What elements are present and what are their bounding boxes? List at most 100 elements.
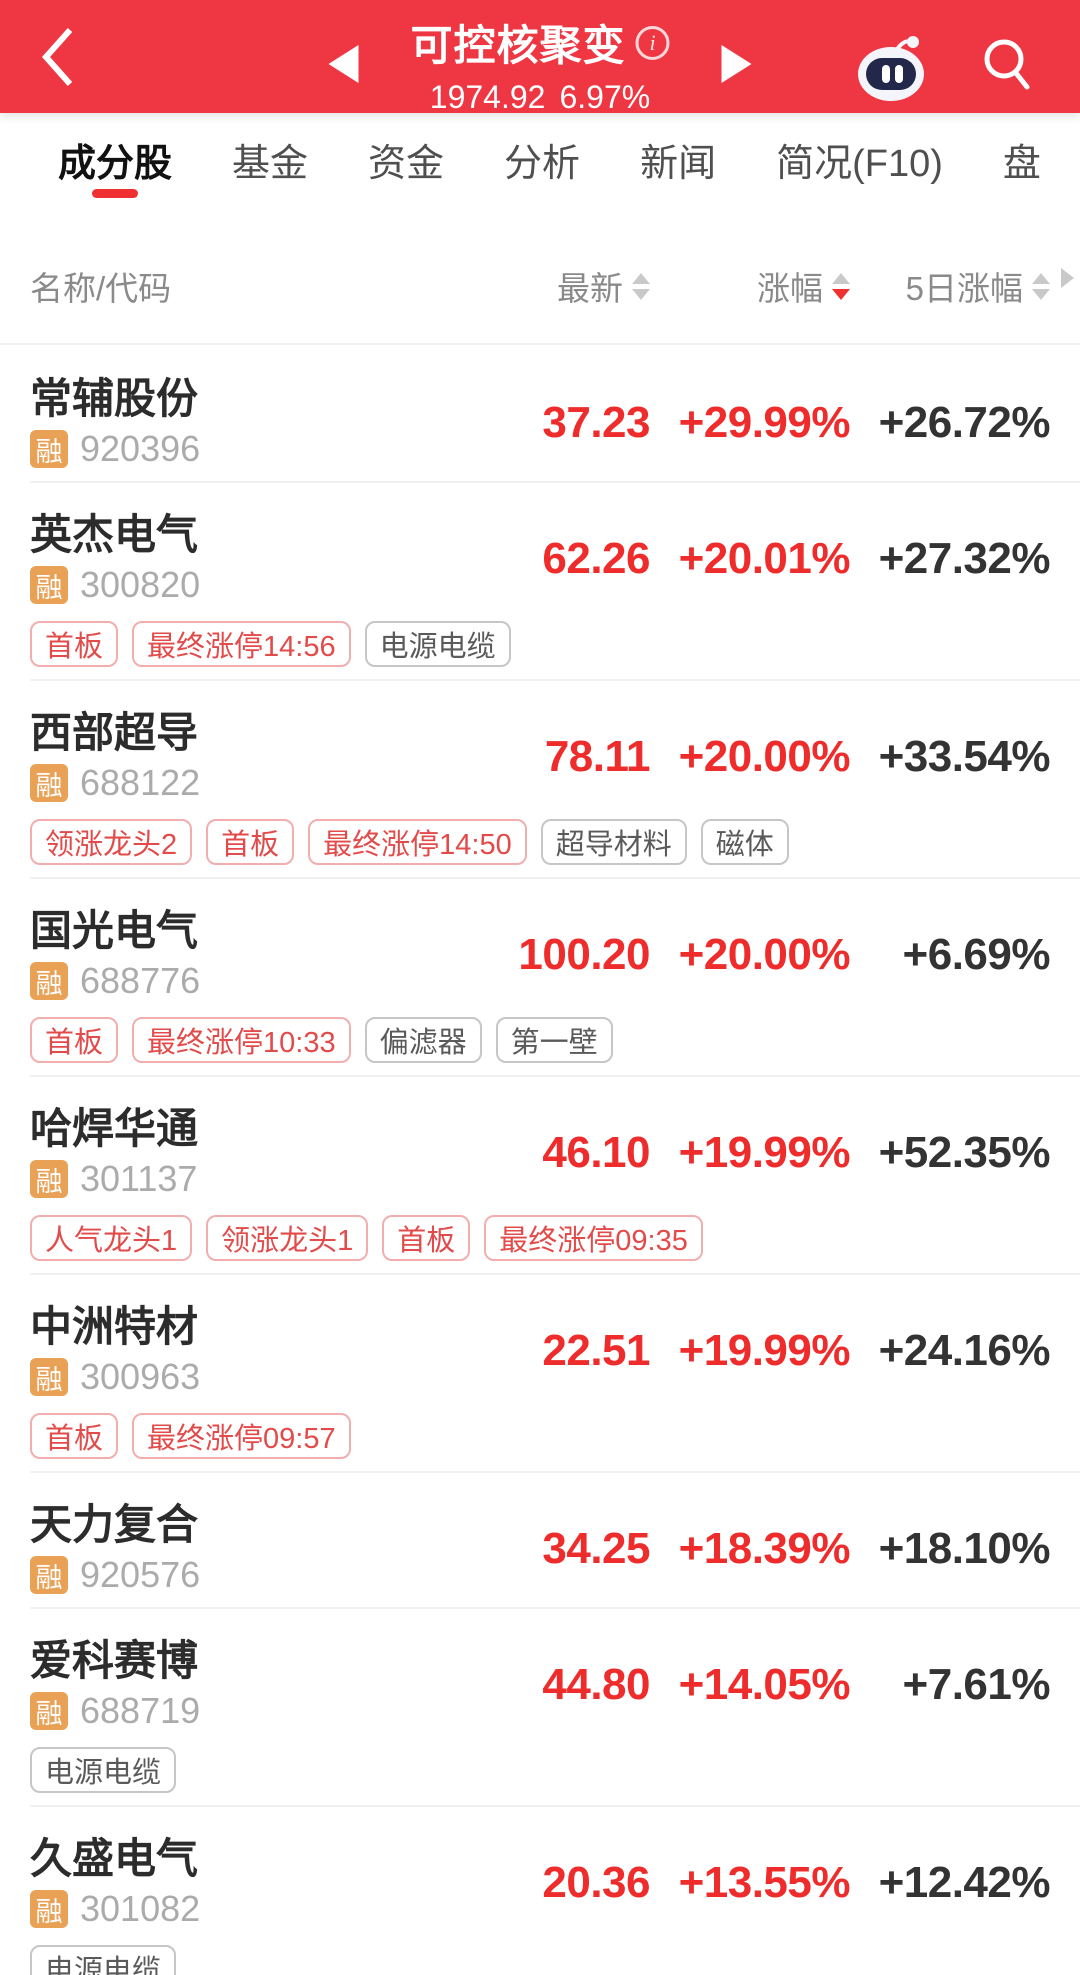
- stock-name: 天力复合: [30, 1501, 199, 1548]
- stock-row[interactable]: 西部超导 融 688122 78.11 +20.00% +33.54% 领涨龙头…: [0, 679, 1080, 877]
- latest-price: 20.36: [542, 1858, 650, 1907]
- info-icon[interactable]: i: [635, 25, 670, 60]
- column-latest-sort[interactable]: 最新: [500, 262, 650, 310]
- tab-4[interactable]: 分析: [504, 142, 581, 185]
- stock-tag[interactable]: 最终涨停14:50: [308, 819, 527, 865]
- stock-name: 中洲特材: [30, 1303, 199, 1350]
- stock-tag[interactable]: 首板: [382, 1215, 471, 1261]
- change-percent: +20.00%: [678, 930, 851, 979]
- change-percent: +13.55%: [678, 1858, 851, 1907]
- stock-tag[interactable]: 最终涨停09:57: [132, 1413, 351, 1459]
- tab-2[interactable]: 基金: [232, 142, 309, 185]
- column-change-sort[interactable]: 涨幅: [650, 262, 850, 310]
- stock-tag[interactable]: 偏滤器: [364, 1017, 482, 1063]
- stock-tag[interactable]: 电源电缆: [30, 1747, 177, 1793]
- tab-1[interactable]: 成分股: [58, 113, 172, 205]
- stock-row[interactable]: 久盛电气 融 301082 20.36 +13.55% +12.42% 电源电缆: [0, 1805, 1080, 1975]
- margin-trading-badge: 融: [30, 764, 68, 802]
- stock-row[interactable]: 爱科赛博 融 688719 44.80 +14.05% +7.61% 电源电缆: [0, 1607, 1080, 1805]
- stock-tag[interactable]: 领涨龙头1: [206, 1215, 369, 1261]
- stock-tag[interactable]: 首板: [30, 1413, 119, 1459]
- tab-bar: 成分股 基金 资金 分析 新闻 简况(F10) 盘: [0, 113, 1080, 205]
- change-5day-percent: +7.61%: [902, 1660, 1051, 1709]
- stock-code: 920576: [80, 1554, 201, 1595]
- stock-code: 688776: [80, 960, 201, 1001]
- app-header: 可控核聚变 i 1974.92 6.97%: [0, 0, 1080, 116]
- stock-tag[interactable]: 领涨龙头2: [30, 819, 193, 865]
- stock-row[interactable]: 哈焊华通 融 301137 46.10 +19.99% +52.35% 人气龙头…: [0, 1075, 1080, 1273]
- back-chevron-icon: [41, 28, 73, 86]
- stock-name: 常辅股份: [30, 375, 199, 422]
- sort-arrows-icon: [1032, 272, 1050, 300]
- change-5day-percent: +27.32%: [878, 534, 1051, 583]
- stock-name: 西部超导: [30, 709, 199, 756]
- margin-trading-badge: 融: [30, 1890, 68, 1928]
- tab-7[interactable]: 盘: [1002, 142, 1041, 185]
- more-columns-chevron-icon[interactable]: [1061, 268, 1074, 288]
- back-button[interactable]: [28, 26, 88, 88]
- stock-tag[interactable]: 磁体: [700, 819, 789, 865]
- stock-name: 爱科赛博: [30, 1637, 199, 1684]
- margin-trading-badge: 融: [30, 566, 68, 604]
- column-change5d-sort[interactable]: 5日涨幅: [850, 262, 1050, 310]
- margin-trading-badge: 融: [30, 1556, 68, 1594]
- stock-code: 301082: [80, 1888, 201, 1929]
- stock-code: 920396: [80, 428, 201, 469]
- stock-code: 300963: [80, 1356, 201, 1397]
- latest-price: 46.10: [542, 1128, 650, 1177]
- stock-tag[interactable]: 最终涨停14:56: [132, 621, 351, 667]
- stock-code: 688122: [80, 762, 201, 803]
- stock-name: 英杰电气: [30, 511, 199, 558]
- stock-tag[interactable]: 最终涨停10:33: [132, 1017, 351, 1063]
- stock-tag[interactable]: 人气龙头1: [30, 1215, 193, 1261]
- change-5day-percent: +18.10%: [878, 1524, 1051, 1573]
- tab-3[interactable]: 资金: [368, 142, 445, 185]
- stock-tag[interactable]: 电源电缆: [30, 1945, 177, 1975]
- stock-row[interactable]: 常辅股份 融 920396 37.23 +29.99% +26.72%: [0, 345, 1080, 481]
- robot-icon: [858, 36, 924, 101]
- margin-trading-badge: 融: [30, 962, 68, 1000]
- latest-price: 62.26: [542, 534, 650, 583]
- margin-trading-badge: 融: [30, 1358, 68, 1396]
- stock-name: 久盛电气: [30, 1835, 199, 1882]
- page-title: 可控核聚变: [410, 22, 626, 69]
- change-percent: +20.01%: [678, 534, 851, 583]
- ai-assistant-button[interactable]: [856, 34, 928, 107]
- stock-row[interactable]: 国光电气 融 688776 100.20 +20.00% +6.69% 首板 最终…: [0, 877, 1080, 1075]
- stock-tag[interactable]: 电源电缆: [364, 621, 511, 667]
- margin-trading-badge: 融: [30, 1692, 68, 1730]
- sector-header-text: 可控核聚变 i 1974.92 6.97%: [410, 12, 670, 116]
- index-change: 6.97%: [559, 79, 651, 115]
- latest-price: 22.51: [542, 1326, 650, 1375]
- stock-name: 国光电气: [30, 907, 199, 954]
- latest-price: 100.20: [518, 930, 650, 979]
- latest-price: 34.25: [542, 1524, 650, 1573]
- tag-list: 电源电缆: [30, 1747, 1050, 1793]
- stock-row[interactable]: 天力复合 融 920576 34.25 +18.39% +18.10%: [0, 1471, 1080, 1607]
- change-5day-percent: +26.72%: [878, 398, 1051, 447]
- stock-tag[interactable]: 首板: [206, 819, 295, 865]
- index-value: 1974.92: [429, 79, 546, 115]
- tab-6[interactable]: 简况(F10): [776, 142, 943, 185]
- tab-5[interactable]: 新闻: [640, 142, 717, 185]
- change-5day-percent: +6.69%: [902, 930, 1051, 979]
- change-5day-percent: +52.35%: [878, 1128, 1051, 1177]
- change-percent: +19.99%: [678, 1128, 851, 1177]
- index-quote: 1974.92 6.97%: [430, 79, 650, 116]
- search-button[interactable]: [980, 36, 1034, 97]
- stock-row[interactable]: 中洲特材 融 300963 22.51 +19.99% +24.16% 首板 最终…: [0, 1273, 1080, 1471]
- next-sector-button[interactable]: [721, 45, 752, 83]
- stock-list: 常辅股份 融 920396 37.23 +29.99% +26.72% 英杰电气…: [0, 345, 1080, 1975]
- margin-trading-badge: 融: [30, 430, 68, 468]
- tag-list: 首板 最终涨停09:57: [30, 1413, 1050, 1459]
- stock-tag[interactable]: 首板: [30, 1017, 119, 1063]
- stock-tag[interactable]: 最终涨停09:35: [484, 1215, 703, 1261]
- prev-sector-button[interactable]: [328, 45, 359, 83]
- stock-tag[interactable]: 第一壁: [495, 1017, 613, 1063]
- stock-code: 300820: [80, 564, 201, 605]
- stock-tag[interactable]: 超导材料: [540, 819, 687, 865]
- stock-tag[interactable]: 首板: [30, 621, 119, 667]
- stock-row[interactable]: 英杰电气 融 300820 62.26 +20.01% +27.32% 首板 最终…: [0, 481, 1080, 679]
- stock-name: 哈焊华通: [30, 1105, 199, 1152]
- tag-list: 首板 最终涨停14:56 电源电缆: [30, 621, 1050, 667]
